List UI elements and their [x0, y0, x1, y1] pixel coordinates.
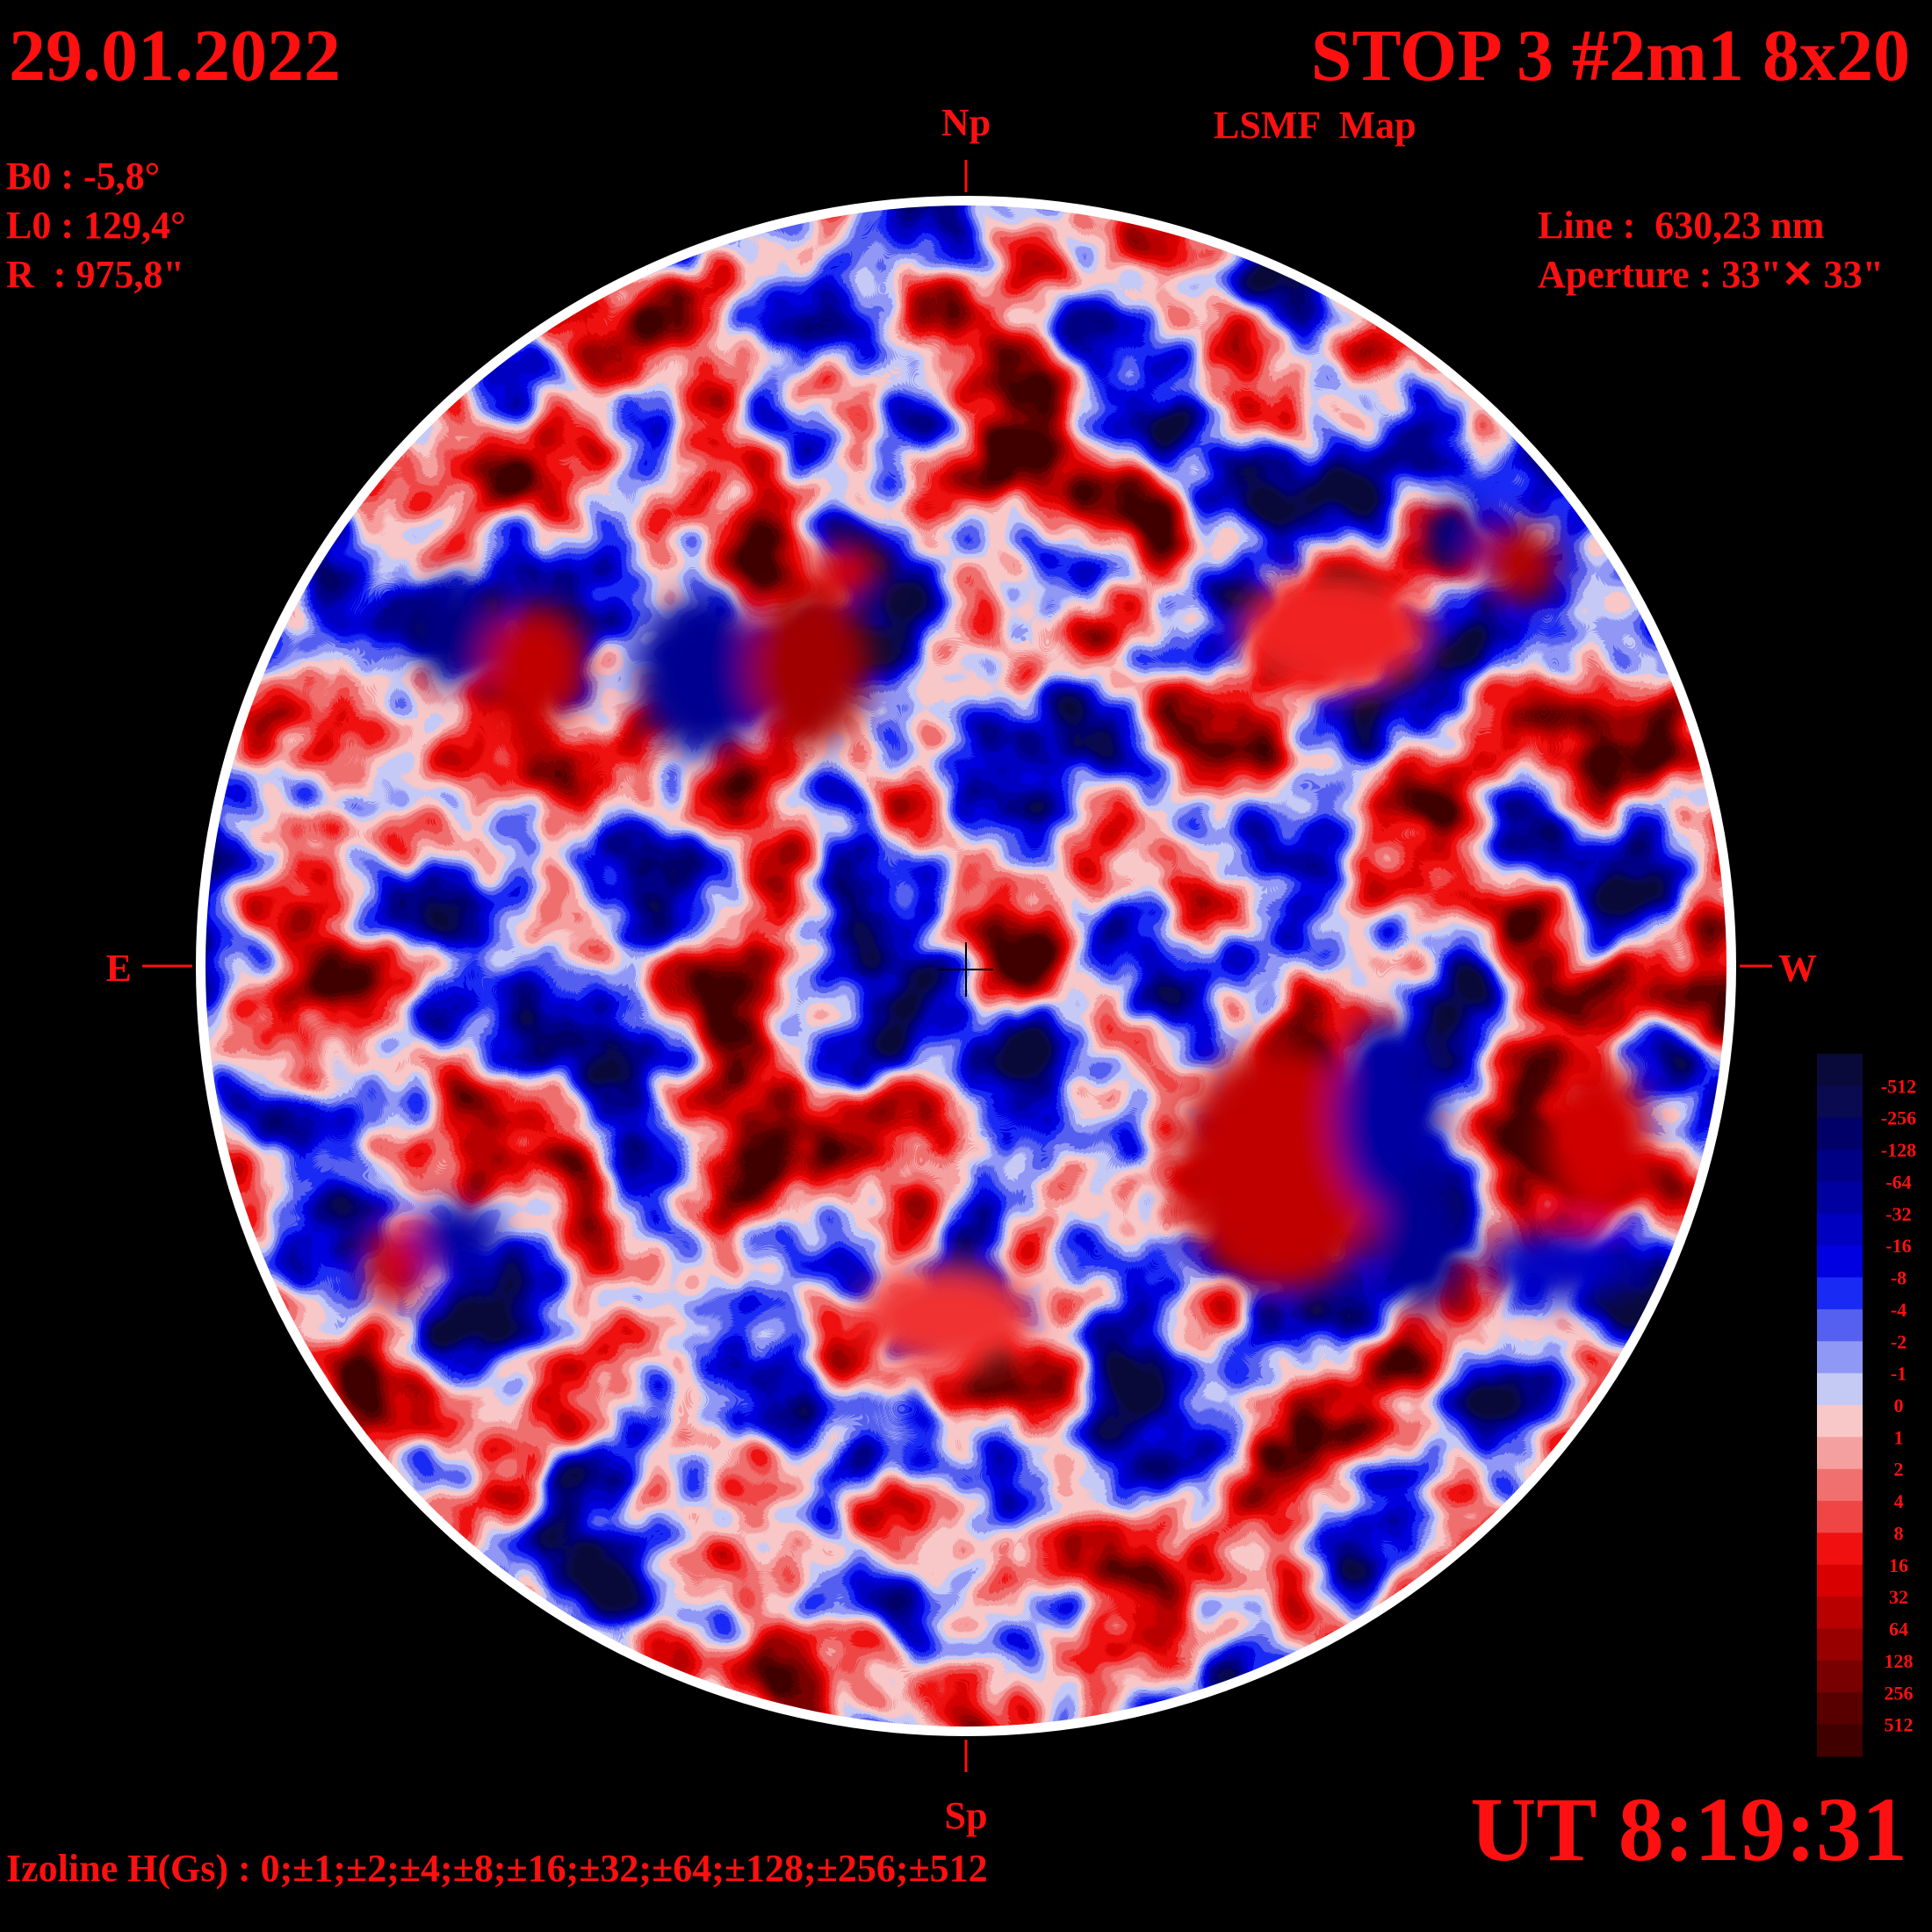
colorbar-label: 512 [1885, 1714, 1914, 1736]
colorbar-label: -128 [1881, 1139, 1916, 1161]
colorbar-swatch [1817, 1692, 1863, 1726]
colorbar-swatch [1817, 1054, 1863, 1086]
active-regions [364, 501, 1651, 1370]
instrument-info: Line : 630,23 nm [1538, 204, 1824, 247]
parameter: L0 : 129,4° [6, 204, 186, 247]
title: STOP 3 #2m1 8x20 [1311, 15, 1910, 97]
instrument-info: Aperture : 33"✕ 33" [1538, 253, 1884, 296]
colorbar-label: 0 [1894, 1395, 1904, 1417]
colorbar-label: 64 [1889, 1618, 1908, 1640]
colorbar-swatch [1817, 1501, 1863, 1533]
colorbar-swatch [1817, 1437, 1863, 1470]
colorbar-label: -512 [1881, 1075, 1916, 1097]
colorbar-swatch [1817, 1277, 1863, 1310]
colorbar-label: 32 [1889, 1586, 1908, 1608]
colorbar-swatch [1817, 1308, 1863, 1342]
colorbar-swatch [1817, 1117, 1863, 1150]
colorbar-swatch [1817, 1660, 1863, 1693]
colorbar-label: -64 [1885, 1171, 1911, 1193]
colorbar-swatch [1817, 1405, 1863, 1438]
colorbar-swatch [1817, 1564, 1863, 1597]
parameter: B0 : -5,8° [6, 155, 160, 198]
colorbar-label: 2 [1894, 1459, 1904, 1481]
colorbar-swatch [1817, 1213, 1863, 1246]
colorbar-label: 4 [1894, 1490, 1904, 1512]
colorbar-label: -16 [1885, 1235, 1911, 1257]
colorbar-label: 16 [1889, 1554, 1908, 1576]
colorbar-label: 128 [1885, 1650, 1914, 1672]
colorbar-label: 1 [1894, 1426, 1904, 1448]
colorbar-label: 8 [1894, 1522, 1904, 1544]
colorbar-swatch [1817, 1532, 1863, 1566]
colorbar-label: 256 [1885, 1682, 1914, 1704]
colorbar-swatch [1817, 1245, 1863, 1279]
center-cross [939, 942, 993, 997]
parameter: R : 975,8" [6, 253, 184, 296]
east-label: E [106, 947, 132, 990]
date: 29.01.2022 [9, 15, 341, 97]
colorbar-swatch [1817, 1085, 1863, 1119]
colorbar-label: -1 [1891, 1363, 1907, 1385]
colorbar-label: -4 [1891, 1299, 1907, 1321]
colorbar-label: -2 [1891, 1330, 1907, 1352]
colorbar: -512 -256 -128 -64 -32 -16 -8 -4 -2 -1 0 1 2 4 8 16 32 64… [1817, 1054, 1916, 1757]
izoline-note: Izoline H(Gs) : 0;±1;±2;±4;±8;±16;±32;±6… [6, 1847, 988, 1890]
colorbar-label: -256 [1881, 1107, 1916, 1129]
south-label: Sp [945, 1794, 988, 1837]
colorbar-swatch [1817, 1150, 1863, 1182]
colorbar-swatch [1817, 1628, 1863, 1662]
north-label: Np [941, 101, 991, 144]
colorbar-swatch [1817, 1724, 1863, 1757]
colorbar-swatch [1817, 1341, 1863, 1374]
orientation-marks [142, 160, 1772, 1772]
ut-time: UT 8:19:31 [1470, 1779, 1907, 1880]
colorbar-label: -32 [1885, 1203, 1911, 1225]
west-label: W [1778, 947, 1817, 990]
colorbar-swatch [1817, 1468, 1863, 1502]
colorbar-swatch [1817, 1373, 1863, 1406]
colorbar-label: -8 [1891, 1267, 1907, 1289]
colorbar-swatch [1817, 1181, 1863, 1215]
colorbar-swatch [1817, 1597, 1863, 1630]
subtitle: LSMF Map [1214, 104, 1417, 147]
